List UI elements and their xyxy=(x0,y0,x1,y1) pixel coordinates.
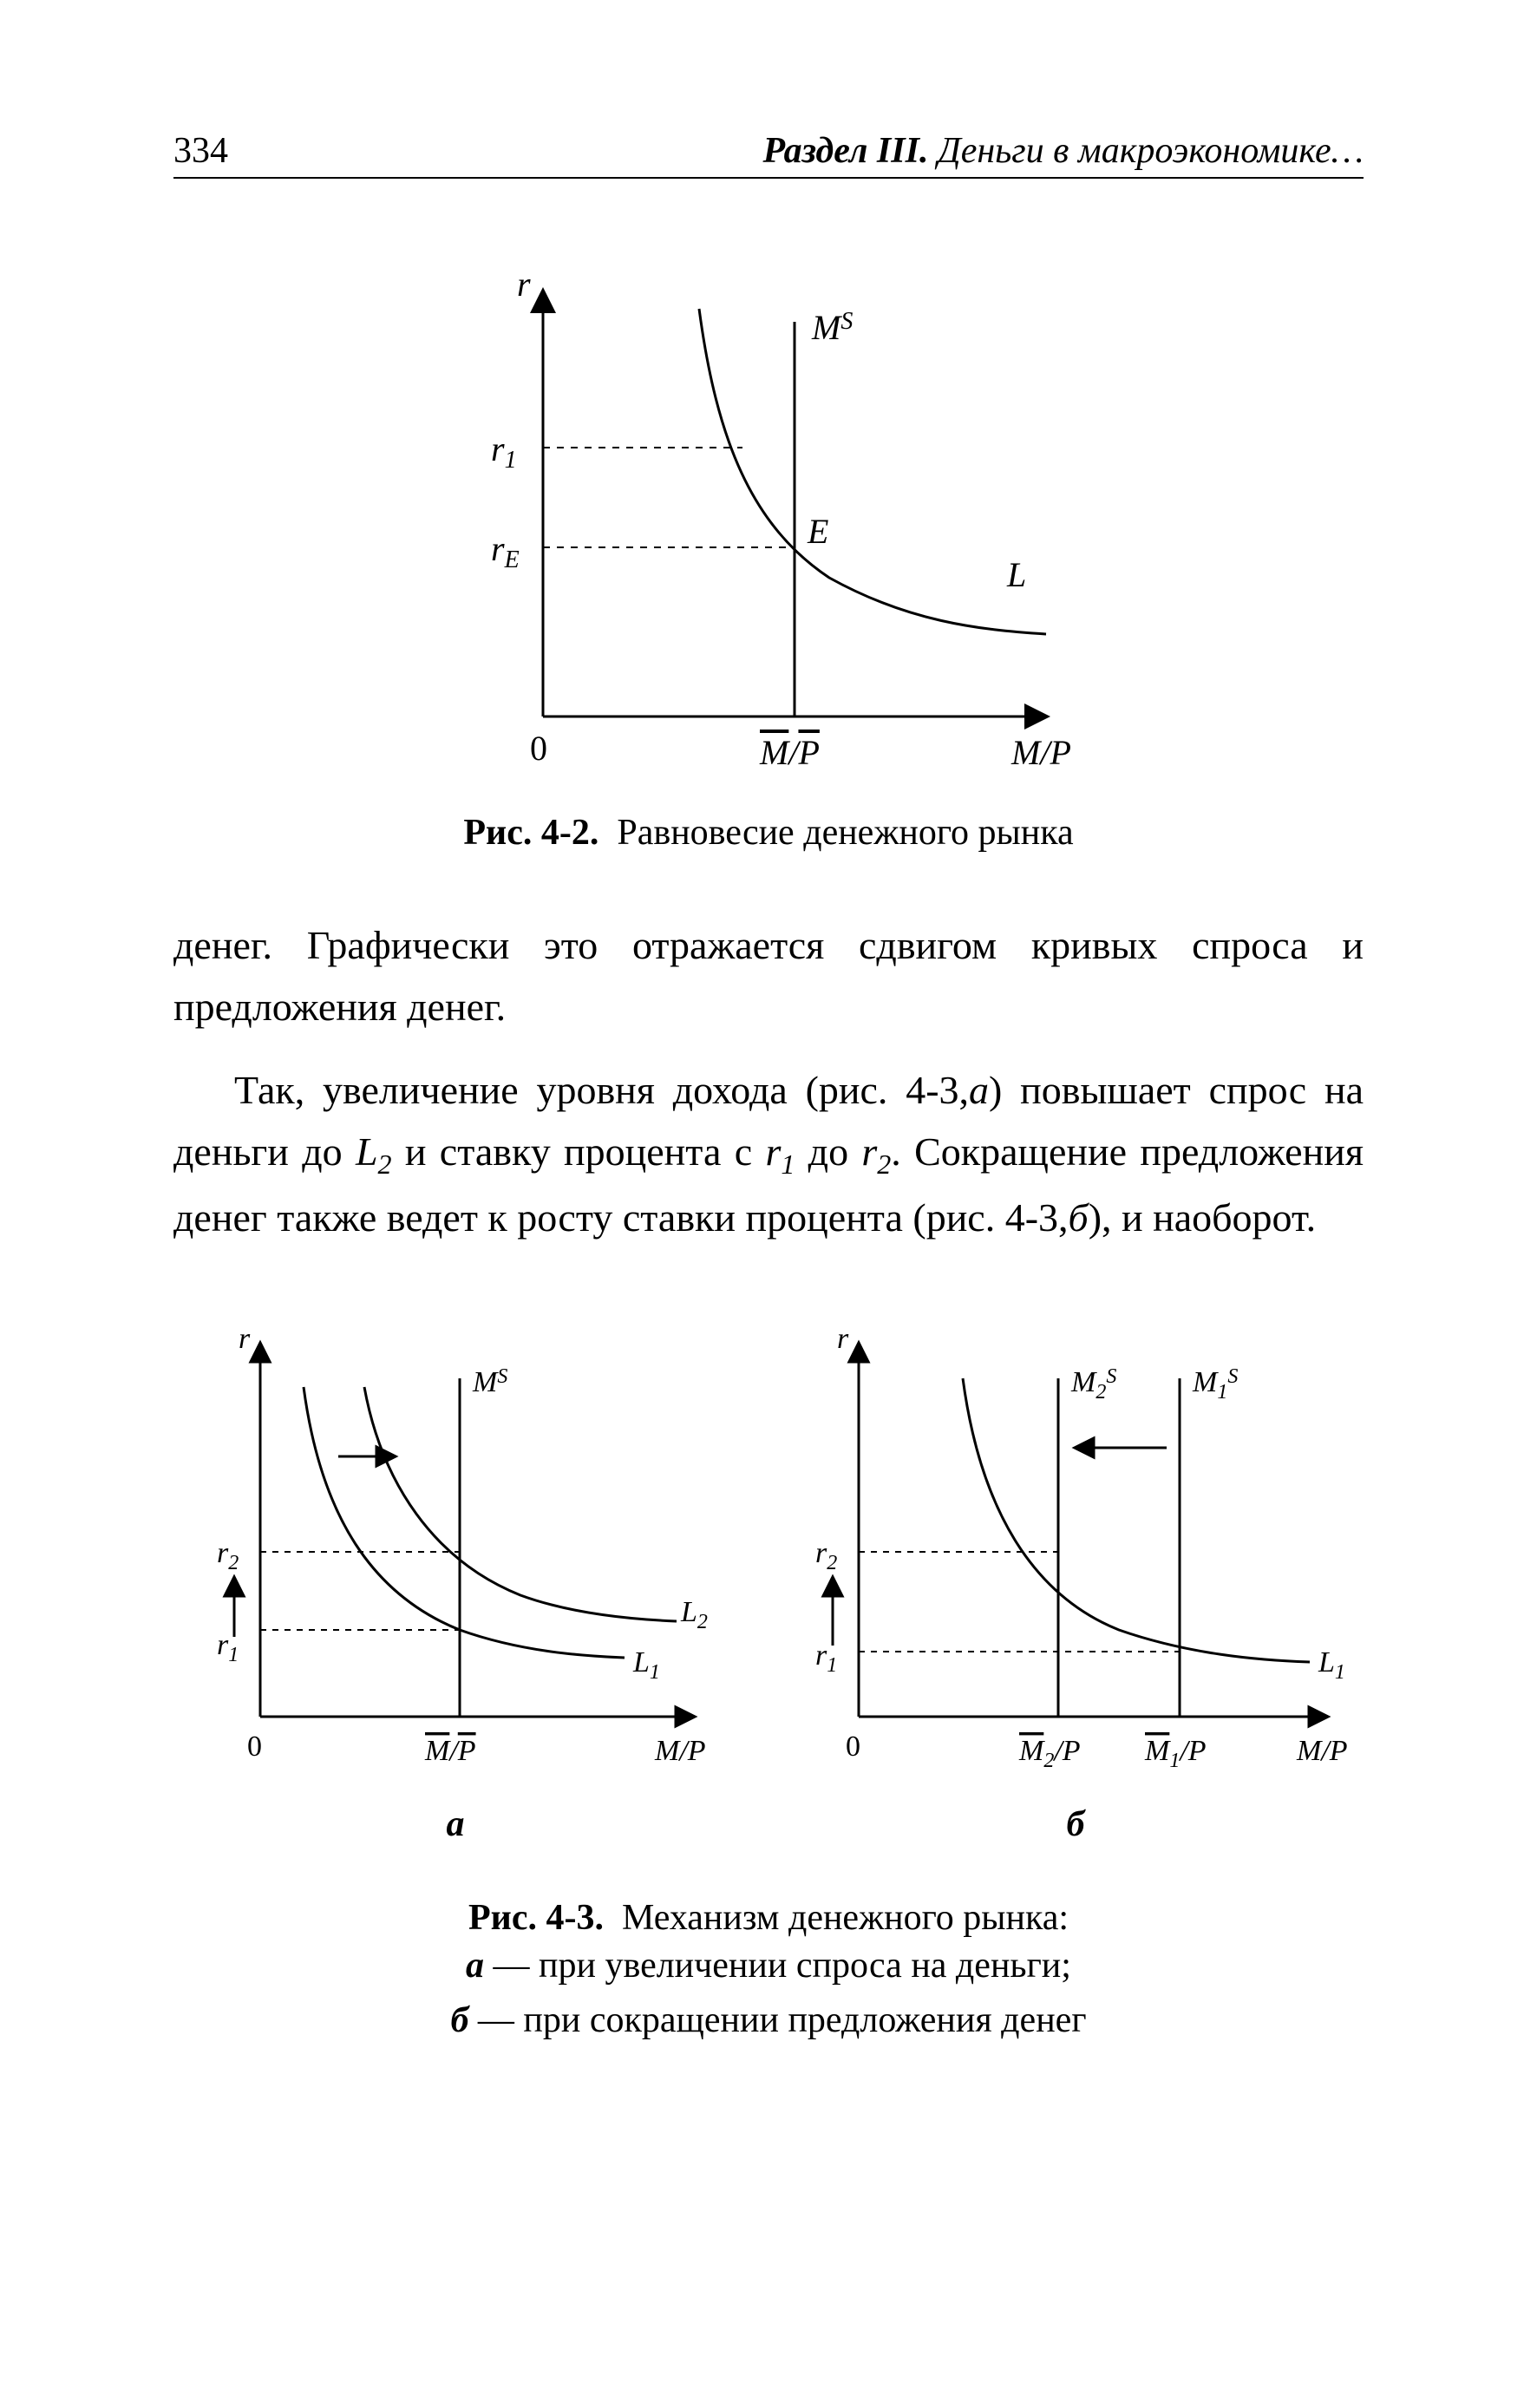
ms-label: MS xyxy=(811,308,853,347)
sub-a-bold: а xyxy=(466,1946,484,1986)
figure-4-3: r MS L1 L2 r2 r1 0 M/P M/P а xyxy=(173,1309,1364,1845)
r-label-b: r xyxy=(837,1323,849,1355)
fig43-caption-bold: Рис. 4-3. xyxy=(468,1898,604,1938)
p2-l2: L2 xyxy=(356,1129,392,1174)
l1-curve-a xyxy=(304,1387,625,1658)
l2-curve-a xyxy=(364,1387,677,1621)
mbar-a: M/P xyxy=(424,1735,476,1767)
m1-label-b: M1S xyxy=(1192,1365,1238,1404)
page-number: 334 xyxy=(173,130,228,172)
p2-r2: r2 xyxy=(861,1129,891,1174)
p2-pre: Так, увеличение уровня дохода (рис. 4-3, xyxy=(234,1068,969,1112)
figure-4-2-caption: Рис. 4-2. Равновесие денежного рынка xyxy=(173,812,1364,854)
origin-b: 0 xyxy=(846,1731,860,1763)
page-header: 334 Раздел III. Деньги в макроэкономике… xyxy=(173,130,1364,179)
mp-label: M/P xyxy=(1010,733,1071,772)
figure-4-3-subcaption: а — при увеличении спроса на деньги; б —… xyxy=(173,1939,1364,2048)
fig42-caption-text: Равновесие денежного рынка xyxy=(617,813,1073,853)
p2-r1: r1 xyxy=(765,1129,795,1174)
r-axis-label: r xyxy=(517,265,531,304)
m2bar-b: M2/P xyxy=(1018,1735,1081,1772)
figure-4-3a: r MS L1 L2 r2 r1 0 M/P M/P а xyxy=(173,1309,737,1845)
origin-a: 0 xyxy=(247,1731,262,1763)
mp-b: M/P xyxy=(1296,1735,1348,1767)
section-rest: Деньги в макроэкономике… xyxy=(938,131,1364,171)
l2-label-a: L2 xyxy=(680,1596,708,1633)
re-label: rE xyxy=(491,529,520,573)
m2-label-b: M2S xyxy=(1070,1365,1116,1404)
fig43-caption-text: Механизм денежного рынка: xyxy=(622,1898,1069,1938)
p2-m3: до xyxy=(795,1129,861,1174)
e-label: E xyxy=(807,512,828,551)
p2-m2: и ставку процента с xyxy=(392,1129,766,1174)
panel-b-label: б xyxy=(1067,1803,1085,1845)
figure-4-3a-svg: r MS L1 L2 r2 r1 0 M/P M/P xyxy=(173,1309,737,1795)
sub-b-rest: — при сокращении предложения денег xyxy=(468,2000,1086,2040)
sub-a-rest: — при увеличении спроса на деньги; xyxy=(484,1946,1071,1986)
paragraph-1: денег. Графически это отражается сдвигом… xyxy=(173,914,1364,1038)
l1-curve-b xyxy=(963,1378,1310,1662)
p2-b: б xyxy=(1069,1195,1089,1240)
figure-4-2-svg: r MS L E r1 rE 0 M/P M/P xyxy=(439,248,1098,786)
section-title: Раздел III. Деньги в макроэкономике… xyxy=(763,130,1364,172)
m1bar-b: M1/P xyxy=(1144,1735,1207,1772)
figure-4-3-caption: Рис. 4-3. Механизм денежного рынка: xyxy=(173,1897,1364,1939)
sub-a-line: а — при увеличении спроса на деньги; xyxy=(173,1939,1364,1993)
figure-4-3b-svg: r M2S M1S L1 r2 r1 0 M2/P M1/P M/P xyxy=(772,1309,1379,1795)
origin-label: 0 xyxy=(530,729,547,768)
mbar-label: M/P xyxy=(759,733,820,772)
r-label-a: r xyxy=(239,1323,251,1355)
p2-end: ), и наоборот. xyxy=(1089,1195,1316,1240)
section-label: Раздел III. xyxy=(763,131,929,171)
p2-a: а xyxy=(969,1068,989,1112)
body-text: денег. Графически это отражается сдвигом… xyxy=(173,914,1364,1248)
fig42-caption-rest xyxy=(608,813,618,853)
fig42-caption-bold: Рис. 4-2. xyxy=(463,813,598,853)
r2-label-a: r2 xyxy=(217,1537,239,1574)
l1-label-b: L1 xyxy=(1318,1646,1345,1684)
panel-a-label: а xyxy=(447,1803,465,1845)
l1-label-a: L1 xyxy=(632,1646,660,1684)
l-curve xyxy=(699,309,1046,634)
mp-a: M/P xyxy=(654,1735,706,1767)
sub-b-line: б — при сокращении предложения денег xyxy=(173,1993,1364,2048)
figure-4-2: r MS L E r1 rE 0 M/P M/P xyxy=(173,248,1364,786)
figure-4-3b: r M2S M1S L1 r2 r1 0 M2/P M1/P M/P б xyxy=(772,1309,1379,1845)
sub-b-bold: б xyxy=(450,2000,468,2040)
r1-label: r1 xyxy=(491,429,517,474)
r2-label-b: r2 xyxy=(815,1537,837,1574)
ms-label-a: MS xyxy=(472,1365,507,1398)
l-label: L xyxy=(1006,555,1026,594)
paragraph-2: Так, увеличение уровня дохода (рис. 4-3,… xyxy=(173,1059,1364,1248)
